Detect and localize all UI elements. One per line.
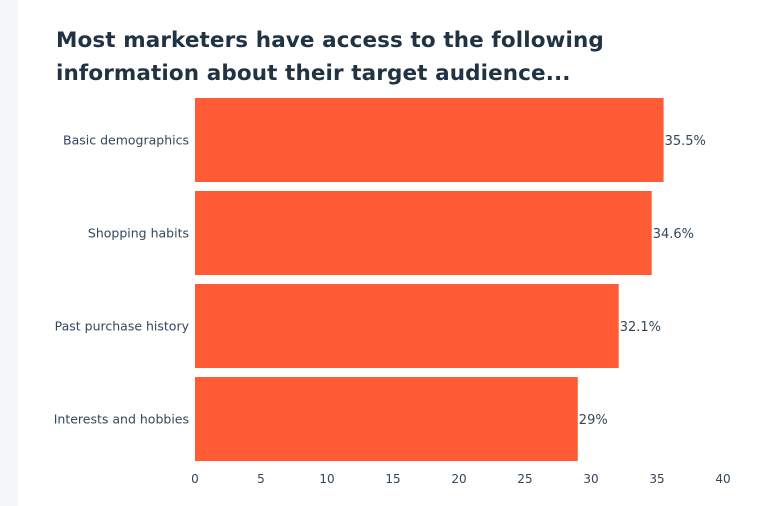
category-label-3: Interests and hobbies — [54, 412, 189, 427]
x-tick-label-1: 5 — [257, 472, 265, 486]
category-label-1: Shopping habits — [88, 226, 189, 241]
value-label-0: 35.5% — [665, 134, 706, 149]
x-tick-label-7: 35 — [649, 472, 664, 486]
bar-0 — [195, 98, 664, 182]
value-label-3: 29% — [579, 413, 608, 428]
category-label-2: Past purchase history — [55, 319, 190, 334]
bar-2 — [195, 284, 619, 368]
x-tick-label-3: 15 — [385, 472, 400, 486]
x-tick-label-2: 10 — [319, 472, 334, 486]
x-tick-label-4: 20 — [451, 472, 466, 486]
x-tick-label-6: 30 — [583, 472, 598, 486]
chart-card: Most marketers have access to the follow… — [18, 0, 770, 506]
value-label-1: 34.6% — [653, 227, 694, 242]
bar-3 — [195, 377, 578, 461]
x-tick-label-5: 25 — [517, 472, 532, 486]
bar-chart: Basic demographics 35.5% Shopping habits 34… — [54, 98, 731, 486]
chart-title: Most marketers have access to the follow… — [56, 28, 604, 86]
category-label-0: Basic demographics — [63, 133, 189, 148]
bar-1 — [195, 191, 652, 275]
x-tick-label-8: 40 — [715, 472, 730, 486]
value-label-2: 32.1% — [620, 320, 661, 335]
x-tick-label-0: 0 — [191, 472, 199, 486]
